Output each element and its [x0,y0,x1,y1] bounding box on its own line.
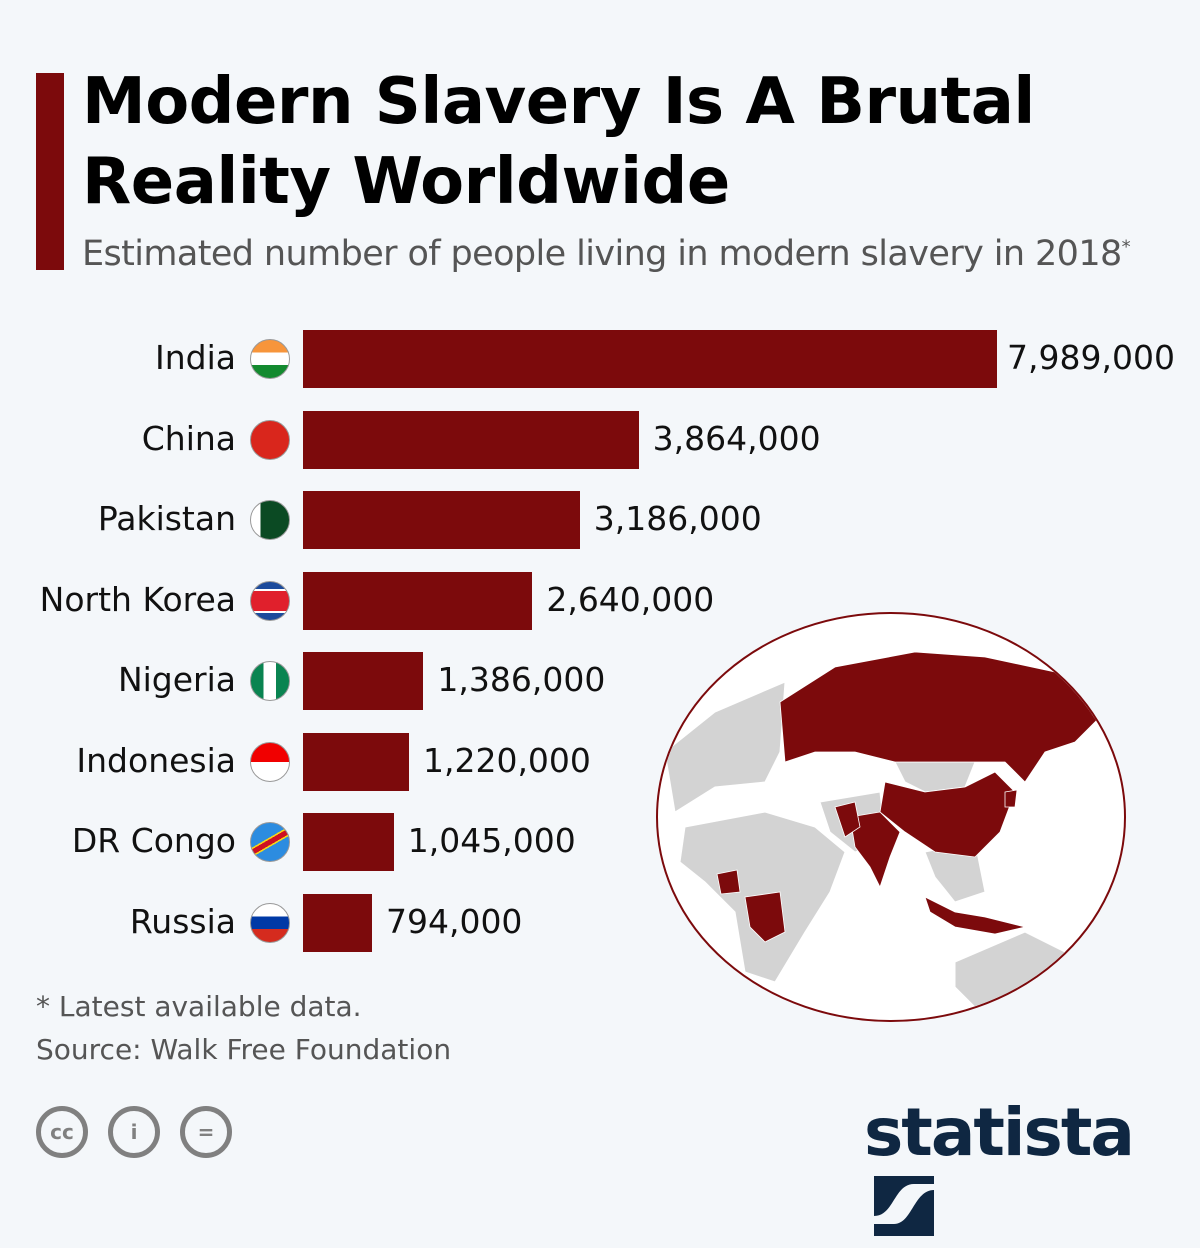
category-label: North Korea [39,579,236,619]
category-label: DR Congo [71,821,236,860]
russia-flag-icon [250,902,290,943]
category-label: Pakistan [97,499,236,538]
value-label: 1,045,000 [407,821,576,860]
india-flag-icon [250,339,290,379]
world-map [656,612,1126,1022]
map-russia [779,651,1106,783]
subtitle-text: Estimated number of people living in mod… [82,234,1122,274]
map-indonesia [924,896,1026,935]
value-label: 3,864,000 [652,418,821,458]
bar-north-korea [303,571,533,630]
statista-wordmark: statista [864,1094,1135,1171]
statista-logo[interactable]: statista [864,1094,1200,1248]
no-derivatives-icon[interactable]: = [180,1106,232,1158]
cc-icon[interactable]: cc [36,1106,88,1158]
chart-subtitle: Estimated number of people living in mod… [82,234,1131,274]
bar-pakistan [303,491,580,549]
value-label: 1,386,000 [437,660,606,699]
bar-dr-congo [303,813,394,871]
bar-indonesia [303,732,409,791]
category-label: Indonesia [76,740,236,780]
chart-title: Modern Slavery Is A Brutal Reality World… [82,65,1035,219]
category-label: Nigeria [117,660,236,699]
china-flag-icon [250,419,290,460]
map-dr-congo [744,891,786,943]
category-label: Russia [129,901,236,941]
map-india [849,811,901,889]
bar-russia [303,893,372,952]
bar-nigeria [303,652,424,710]
value-label: 794,000 [385,901,523,941]
value-label: 1,220,000 [422,740,591,780]
statista-logo-mark-icon [874,1176,934,1236]
north-korea-flag-icon [250,580,290,621]
category-label: China [141,418,236,458]
footnote: * Latest available data. [36,990,362,1023]
value-label: 3,186,000 [593,499,762,538]
dr-congo-flag-icon [250,822,290,862]
pakistan-flag-icon [250,500,290,540]
map-north-korea [1004,789,1018,808]
nigeria-flag-icon [250,661,290,701]
value-label: 7,989,000 [1007,338,1175,377]
map-nigeria [716,869,741,895]
bar-india [303,330,997,388]
title-accent-bar [36,73,64,270]
subtitle-footnote-mark: * [1121,236,1131,258]
map-china [879,771,1016,858]
bar-china [303,410,639,469]
attribution-icon[interactable]: i [108,1106,160,1158]
map-pakistan [834,801,861,838]
indonesia-flag-icon [250,741,290,782]
value-label: 2,640,000 [546,579,715,619]
category-label: India [155,338,236,377]
source: Source: Walk Free Foundation [36,1033,452,1066]
